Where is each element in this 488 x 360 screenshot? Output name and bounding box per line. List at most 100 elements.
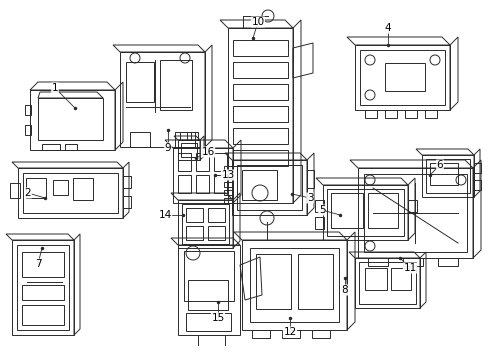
Bar [173, 148, 232, 203]
Text: 6: 6 [436, 160, 443, 170]
Bar [384, 110, 396, 118]
Bar [73, 178, 93, 200]
Bar [232, 40, 287, 56]
Bar [224, 174, 232, 179]
Bar [187, 280, 227, 310]
Bar [224, 190, 232, 195]
Bar [123, 196, 131, 208]
Bar [231, 160, 306, 215]
Bar [25, 125, 31, 135]
Bar [42, 144, 60, 150]
Text: 3: 3 [306, 193, 313, 203]
Bar [26, 178, 46, 198]
Bar [237, 165, 302, 210]
Text: 1: 1 [52, 83, 58, 93]
Bar [323, 185, 407, 240]
Bar [363, 174, 466, 252]
Text: 12: 12 [283, 327, 296, 337]
Bar [437, 258, 457, 266]
Bar [123, 176, 131, 188]
Bar [282, 330, 299, 338]
Bar [30, 90, 115, 150]
Bar [178, 153, 191, 171]
Bar [297, 254, 332, 309]
Text: 16: 16 [201, 147, 214, 157]
Bar [242, 170, 276, 200]
Bar [354, 258, 419, 308]
Bar [367, 258, 387, 266]
Bar [306, 170, 313, 188]
Bar [249, 248, 338, 322]
Bar [232, 106, 287, 122]
Bar [424, 110, 436, 118]
Bar [359, 50, 444, 105]
Bar [25, 105, 31, 115]
Text: 2: 2 [24, 188, 31, 198]
Bar [65, 144, 77, 150]
Bar [242, 240, 346, 330]
Bar [207, 208, 224, 222]
Bar [314, 217, 324, 229]
Bar [196, 153, 208, 171]
Bar [227, 28, 292, 203]
Bar [232, 128, 287, 144]
Bar [191, 132, 198, 140]
Bar [358, 262, 415, 304]
Bar [404, 110, 416, 118]
Text: 11: 11 [403, 263, 416, 273]
Text: 9: 9 [164, 143, 171, 153]
Bar [224, 166, 232, 171]
Bar [22, 252, 64, 277]
Bar [364, 110, 376, 118]
Bar [160, 60, 192, 110]
Text: 15: 15 [211, 313, 224, 323]
Bar [180, 132, 186, 140]
Bar [196, 175, 208, 193]
Text: 10: 10 [251, 17, 264, 27]
Bar [185, 208, 203, 222]
Bar [178, 200, 232, 248]
Text: 5: 5 [318, 205, 325, 215]
Bar [178, 140, 200, 160]
Bar [183, 251, 234, 301]
Bar [181, 143, 197, 157]
Bar [224, 198, 232, 203]
Bar [429, 163, 457, 185]
Bar [232, 84, 287, 100]
Bar [185, 313, 230, 331]
Text: 14: 14 [158, 210, 171, 220]
Bar [311, 330, 329, 338]
Text: 8: 8 [341, 285, 347, 295]
Bar [407, 200, 416, 212]
Text: 4: 4 [384, 23, 390, 33]
Bar [185, 226, 203, 240]
Bar [384, 63, 424, 91]
Bar [178, 175, 191, 193]
Bar [10, 183, 20, 198]
Bar [402, 258, 422, 266]
Bar [251, 330, 269, 338]
Bar [214, 153, 226, 171]
Bar [18, 168, 123, 218]
Bar [232, 150, 287, 166]
Bar [326, 189, 403, 236]
Bar [330, 193, 362, 228]
Bar [256, 254, 290, 309]
Bar [53, 180, 68, 195]
Bar [22, 305, 64, 325]
Bar [232, 62, 287, 78]
Bar [367, 193, 397, 228]
Bar [130, 132, 150, 147]
Bar [425, 159, 469, 193]
Text: 7: 7 [35, 259, 41, 269]
Bar [214, 175, 226, 193]
Bar [17, 245, 69, 330]
Bar [390, 268, 410, 290]
Bar [178, 245, 240, 335]
Bar [357, 168, 472, 258]
Bar [354, 45, 449, 110]
Bar [126, 62, 154, 102]
Bar [314, 200, 324, 212]
Bar [23, 173, 118, 213]
Bar [12, 240, 74, 335]
